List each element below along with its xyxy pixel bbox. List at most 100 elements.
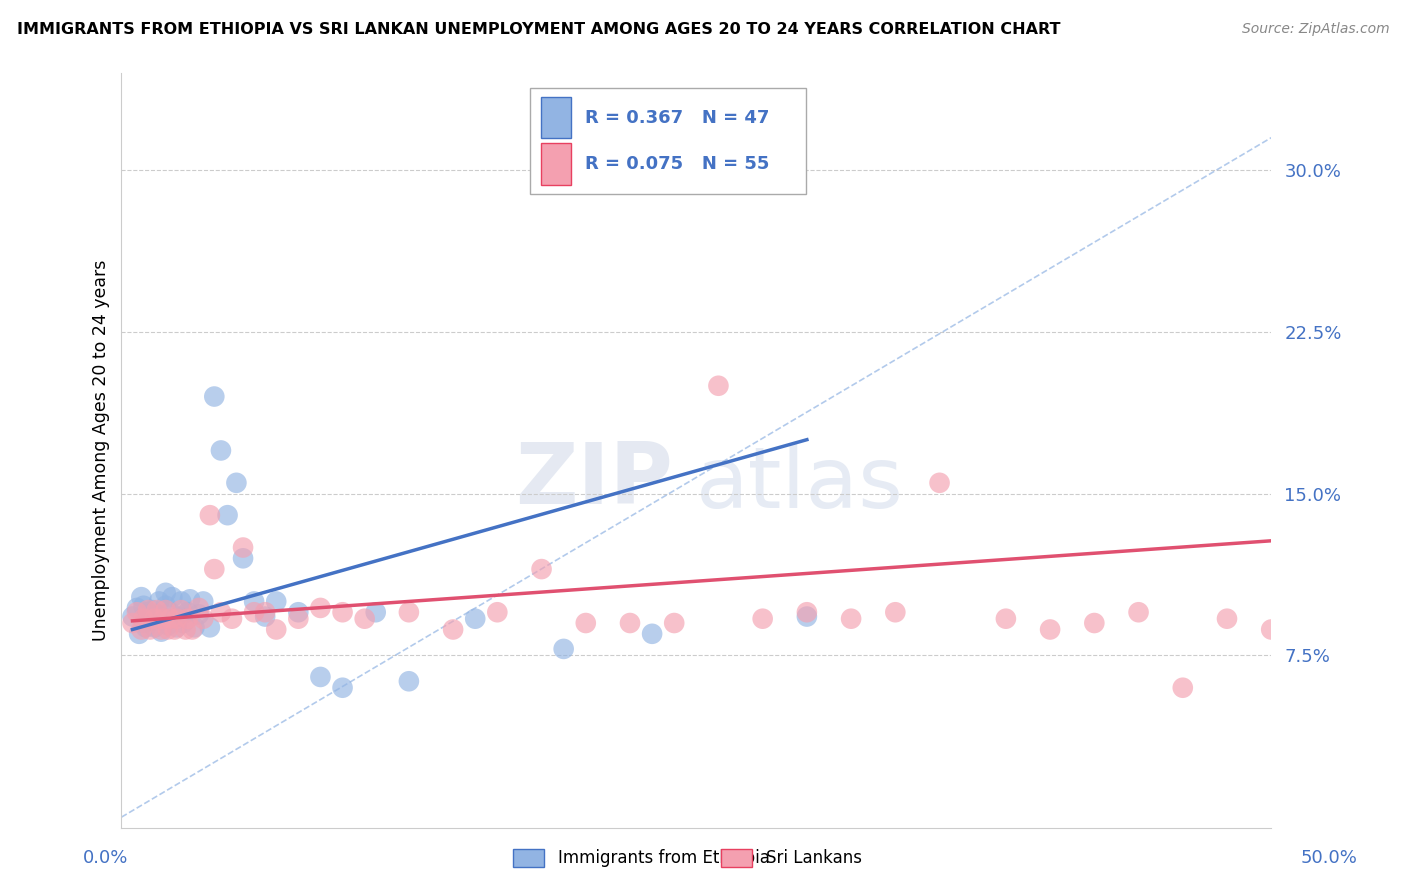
Point [884,605,907,619]
Point [132,599,155,613]
Point [146,603,169,617]
Point [641,627,664,641]
Point [221,612,243,626]
Point [125,605,148,619]
Point [135,620,157,634]
Point [159,605,181,619]
Point [287,612,309,626]
Point [1260,623,1282,637]
Point [193,612,215,626]
Point [155,599,177,613]
Point [170,603,193,617]
Point [148,594,170,608]
Text: R = 0.367   N = 47: R = 0.367 N = 47 [585,109,769,127]
Point [181,623,204,637]
Point [156,618,179,632]
Point [486,605,509,619]
Text: Source: ZipAtlas.com: Source: ZipAtlas.com [1241,22,1389,37]
Point [353,612,375,626]
Point [139,623,162,637]
FancyBboxPatch shape [541,144,571,185]
Point [287,605,309,619]
Point [143,620,166,634]
Point [796,605,818,619]
Point [132,615,155,630]
Point [994,612,1017,626]
Point [136,603,159,617]
Point [187,601,209,615]
Point [332,681,354,695]
Point [1171,681,1194,695]
Point [1216,612,1239,626]
Point [174,623,197,637]
Point [1083,615,1105,630]
Point [139,614,162,628]
Point [398,605,420,619]
Point [131,623,153,637]
Text: ZIP: ZIP [516,439,673,522]
Point [170,594,193,608]
Point [177,605,200,619]
Point [152,612,174,626]
Point [146,607,169,622]
Text: Immigrants from Ethiopia: Immigrants from Ethiopia [558,849,770,867]
Text: IMMIGRANTS FROM ETHIOPIA VS SRI LANKAN UNEMPLOYMENT AMONG AGES 20 TO 24 YEARS CO: IMMIGRANTS FROM ETHIOPIA VS SRI LANKAN U… [17,22,1060,37]
Point [202,390,225,404]
Point [751,612,773,626]
Point [264,623,287,637]
Point [664,615,686,630]
Point [166,620,188,634]
Point [1348,605,1371,619]
Point [150,624,173,639]
Point [575,615,598,630]
Point [193,594,215,608]
Point [619,615,641,630]
Point [232,551,254,566]
Point [150,623,173,637]
Y-axis label: Unemployment Among Ages 20 to 24 years: Unemployment Among Ages 20 to 24 years [93,260,110,641]
Point [928,475,950,490]
Point [141,603,163,617]
Point [243,594,266,608]
Point [172,615,194,630]
Point [839,612,862,626]
Point [332,605,354,619]
Point [707,378,730,392]
Point [1305,681,1327,695]
Point [398,674,420,689]
Text: R = 0.075   N = 55: R = 0.075 N = 55 [585,155,769,173]
Point [254,609,277,624]
Point [159,612,181,626]
Point [309,670,332,684]
Point [464,612,486,626]
Point [225,475,247,490]
Point [1128,605,1150,619]
FancyBboxPatch shape [530,88,806,194]
Point [796,609,818,624]
Point [209,605,232,619]
FancyBboxPatch shape [541,97,571,138]
Text: atlas: atlas [696,443,904,526]
Point [177,612,200,626]
Point [121,609,143,624]
Point [156,623,179,637]
Text: 0.0%: 0.0% [83,849,128,867]
Point [132,612,155,626]
Point [198,508,221,523]
Point [143,612,166,626]
Point [155,603,177,617]
Point [364,605,387,619]
Point [209,443,232,458]
Point [167,609,190,624]
Point [131,590,153,604]
Point [179,592,201,607]
Point [243,605,266,619]
Point [1039,623,1062,637]
Point [163,623,186,637]
Point [530,562,553,576]
Point [121,615,143,630]
Point [136,605,159,619]
Point [553,641,575,656]
Point [125,601,148,615]
Point [187,607,209,622]
